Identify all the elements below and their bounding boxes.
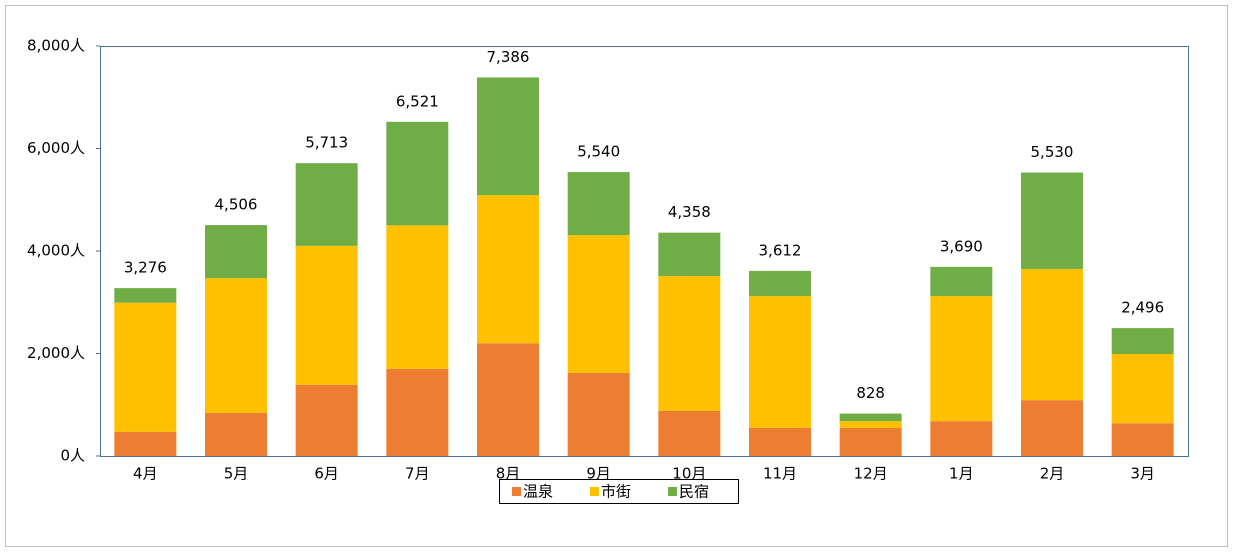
bar-segment: [114, 302, 177, 432]
legend-box: [499, 479, 739, 504]
x-tick-label: 4月: [133, 465, 158, 483]
bar-segment: [930, 266, 993, 297]
x-tick-label: 11月: [763, 465, 797, 483]
legend-label: 民宿: [679, 483, 709, 501]
x-tick-label: 12月: [854, 465, 888, 483]
bar-segment: [749, 427, 811, 456]
total-label: 3,612: [759, 241, 802, 259]
x-tick-label: 6月: [314, 465, 339, 483]
bar-segment: [658, 410, 721, 456]
bar-segment: [1111, 328, 1174, 355]
bar-segment: [205, 278, 267, 413]
bar-segment: [205, 225, 267, 279]
bar-segment: [839, 413, 902, 422]
bar-segment: [749, 270, 811, 297]
x-tick-label: 5月: [224, 465, 249, 483]
total-label: 7,386: [487, 48, 530, 66]
y-tick-label: 2,000人: [27, 344, 85, 362]
total-label: 3,690: [940, 237, 983, 255]
total-label: 828: [856, 384, 885, 402]
total-label: 3,276: [124, 259, 167, 277]
legend-swatch: [590, 487, 599, 496]
bar-segment: [839, 427, 902, 456]
y-tick-label: 0人: [60, 447, 85, 465]
total-label: 4,506: [215, 196, 258, 214]
bar-segment: [386, 368, 449, 456]
x-tick-label: 2月: [1040, 465, 1065, 483]
bar-segment: [477, 77, 539, 196]
legend-label: 温泉: [523, 483, 553, 501]
bar-segment: [658, 232, 721, 277]
y-tick-label: 8,000人: [27, 37, 85, 55]
y-tick-label: 4,000人: [27, 242, 85, 260]
total-label: 5,530: [1031, 143, 1074, 161]
bar-segment: [295, 163, 358, 246]
bar-segment: [1111, 354, 1174, 424]
legend-label: 市街: [601, 483, 631, 501]
bar-segment: [114, 288, 177, 303]
y-tick-label: 6,000人: [27, 139, 85, 157]
bar-segment: [477, 195, 539, 344]
x-tick-label: 8月: [496, 465, 521, 483]
x-tick-label: 3月: [1130, 465, 1155, 483]
x-tick-label: 9月: [586, 465, 611, 483]
x-tick-label: 7月: [405, 465, 430, 483]
bar-segment: [658, 276, 721, 411]
bar-segment: [295, 245, 358, 385]
bar-segment: [114, 431, 177, 456]
bar-segment: [1021, 172, 1083, 269]
total-label: 2,496: [1121, 299, 1164, 317]
legend-swatch: [512, 487, 521, 496]
bar-segment: [839, 421, 902, 428]
bar-segment: [1111, 423, 1174, 456]
bar-segment: [567, 372, 630, 456]
total-label: 4,358: [668, 203, 711, 221]
bar-segment: [295, 384, 358, 456]
bar-segment: [477, 343, 539, 456]
x-tick-label: 1月: [949, 465, 974, 483]
bar-segment: [1021, 400, 1083, 456]
plot-area: [100, 46, 1189, 457]
bar-segment: [205, 412, 267, 456]
bar-segment: [930, 296, 993, 422]
bar-segment: [1021, 268, 1083, 401]
total-label: 6,521: [396, 92, 439, 110]
bar-segment: [930, 421, 993, 456]
bar-segment: [386, 225, 449, 369]
x-tick-label: 10月: [672, 465, 706, 483]
bar-segment: [567, 235, 630, 373]
total-label: 5,713: [305, 134, 348, 152]
total-label: 5,540: [577, 143, 620, 161]
bar-segment: [386, 121, 449, 226]
legend-swatch: [668, 487, 677, 496]
bar-segment: [749, 296, 811, 428]
bar-segment: [567, 172, 630, 236]
